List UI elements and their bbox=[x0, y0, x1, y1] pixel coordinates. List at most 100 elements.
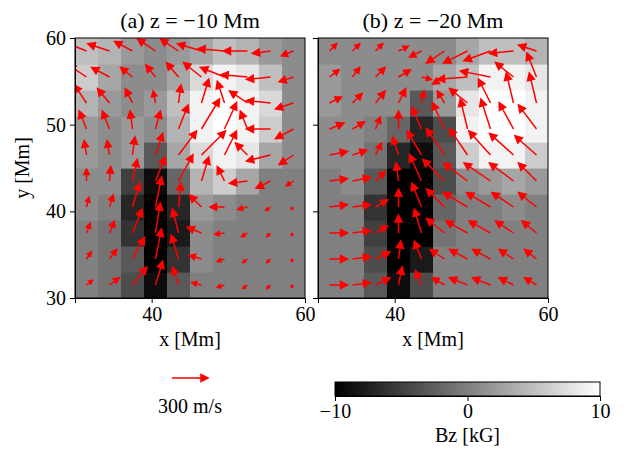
velocity-arrow bbox=[155, 111, 162, 129]
velocity-arrow bbox=[444, 193, 468, 207]
velocity-arrow bbox=[109, 195, 114, 207]
panel-title: (b) z = −20 Mm bbox=[363, 8, 504, 33]
velocity-arrow bbox=[490, 49, 514, 56]
velocity-arrow bbox=[528, 73, 537, 103]
velocity-arrow bbox=[525, 278, 537, 285]
velocity-arrow bbox=[480, 99, 491, 129]
velocity-arrow bbox=[467, 193, 491, 207]
heatmap-cell bbox=[387, 64, 411, 91]
heatmap-cell bbox=[236, 246, 260, 273]
velocity-arrow bbox=[395, 189, 402, 207]
heatmap-cell bbox=[433, 116, 457, 143]
velocity-arrow bbox=[279, 76, 293, 82]
velocity-arrow bbox=[84, 169, 89, 181]
velocity-arrow bbox=[170, 235, 179, 259]
colorbar-axis: −10010 bbox=[320, 396, 611, 422]
heatmap-cell bbox=[364, 116, 388, 143]
axis-line bbox=[76, 299, 306, 304]
velocity-arrow bbox=[353, 175, 371, 182]
velocity-arrow bbox=[353, 228, 371, 235]
velocity-arrows bbox=[330, 44, 537, 289]
velocity-arrow bbox=[282, 51, 294, 56]
panel: 406030405060(a) z = −10 Mmx [Mm]y [Mm] bbox=[11, 8, 316, 350]
velocity-arrow bbox=[376, 226, 388, 233]
heatmap-cell bbox=[364, 64, 388, 91]
velocity-arrow bbox=[432, 103, 444, 129]
x-axis-title: x [Mm] bbox=[159, 328, 221, 350]
x-axis: 40 60 bbox=[319, 298, 559, 325]
velocity-arrow bbox=[427, 129, 445, 155]
velocity-arrow bbox=[395, 215, 402, 233]
velocity-arrow bbox=[156, 133, 164, 155]
velocity-arrow bbox=[266, 207, 271, 211]
velocity-arrow bbox=[525, 249, 537, 259]
reference-label: 300 m/s bbox=[158, 395, 222, 417]
tick-mark bbox=[313, 211, 318, 212]
tick-label: 40 bbox=[385, 303, 405, 325]
velocity-arrow bbox=[217, 285, 224, 288]
velocity-arrow bbox=[450, 89, 468, 103]
velocity-arrow bbox=[216, 81, 224, 103]
velocity-arrow bbox=[399, 70, 411, 77]
heatmap-cell bbox=[410, 64, 434, 91]
velocity-arrow bbox=[267, 285, 271, 289]
heatmap-cell bbox=[282, 220, 305, 247]
velocity-arrow bbox=[469, 221, 491, 233]
heatmap-cells bbox=[75, 38, 305, 298]
heatmap-cell bbox=[167, 116, 191, 143]
heatmap-cell bbox=[236, 168, 260, 195]
velocity-arrow bbox=[190, 254, 202, 259]
velocity-arrow bbox=[395, 111, 402, 129]
velocity-arrow bbox=[253, 49, 271, 56]
heatmap-cell bbox=[75, 116, 99, 143]
heatmap-cell bbox=[525, 116, 548, 143]
velocity-arrow bbox=[276, 129, 294, 139]
velocity-arrow bbox=[469, 131, 491, 155]
panel: 4060(b) z = −20 Mmx [Mm] bbox=[313, 8, 559, 350]
velocity-arrow bbox=[286, 181, 293, 186]
velocity-arrow bbox=[267, 233, 271, 237]
heatmap-cell bbox=[387, 38, 411, 65]
velocity-arrow bbox=[414, 241, 422, 259]
velocity-arrow bbox=[376, 252, 390, 259]
velocity-arrow bbox=[133, 267, 147, 285]
velocity-arrow bbox=[496, 221, 514, 233]
velocity-arrow bbox=[115, 41, 133, 51]
tick-mark bbox=[70, 211, 75, 212]
tick-label: 60 bbox=[539, 303, 559, 325]
heatmap-cell bbox=[75, 168, 99, 195]
heatmap-cell bbox=[525, 246, 548, 273]
tick: 60 bbox=[539, 298, 559, 325]
heatmap-cell bbox=[75, 220, 99, 247]
heatmap-cell bbox=[364, 38, 388, 65]
velocity-arrow bbox=[376, 67, 386, 77]
axis-line bbox=[70, 39, 76, 299]
velocity-arrow bbox=[198, 46, 224, 53]
velocity-arrow bbox=[330, 202, 348, 209]
tick-mark bbox=[313, 298, 318, 299]
heatmap-cell bbox=[236, 142, 260, 169]
velocity-arrow bbox=[437, 91, 444, 103]
velocity-arrow bbox=[230, 179, 248, 186]
heatmap-cell bbox=[502, 168, 526, 195]
velocity-arrow bbox=[499, 278, 513, 285]
velocity-arrow bbox=[178, 42, 202, 51]
velocity-arrow bbox=[376, 171, 386, 181]
velocity-arrow bbox=[86, 223, 90, 233]
velocity-arrow bbox=[526, 53, 536, 77]
velocity-arrow bbox=[171, 267, 178, 285]
velocity-arrow bbox=[86, 197, 90, 207]
heatmap-cell bbox=[259, 38, 283, 65]
velocity-arrow bbox=[459, 99, 468, 129]
velocity-arrow bbox=[473, 249, 491, 259]
tick-label: 0 bbox=[463, 400, 473, 422]
velocity-arrow bbox=[291, 233, 293, 235]
tick: 0 bbox=[463, 396, 473, 422]
heatmap-cell bbox=[502, 220, 526, 247]
velocity-arrow bbox=[243, 285, 248, 289]
x-axis: 4060 bbox=[76, 298, 316, 325]
velocity-arrow bbox=[243, 259, 248, 263]
tick bbox=[313, 38, 318, 39]
velocity-arrow bbox=[519, 44, 537, 51]
velocity-arrow bbox=[420, 91, 425, 103]
